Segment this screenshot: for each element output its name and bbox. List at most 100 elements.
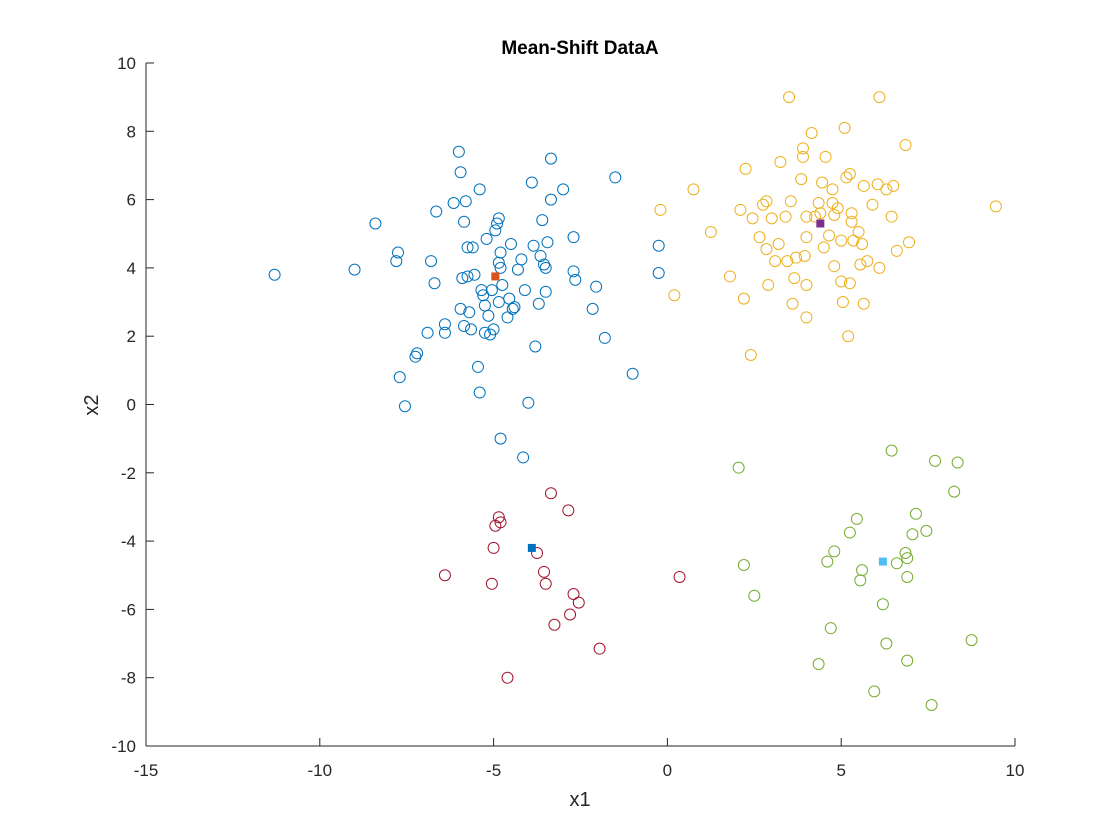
data-point — [626, 367, 639, 380]
data-point — [760, 243, 773, 256]
y-tick-label: -10 — [111, 737, 136, 756]
data-point — [788, 272, 801, 285]
y-tick-label: 4 — [127, 259, 136, 278]
data-point — [748, 589, 761, 602]
data-point — [989, 200, 1002, 213]
data-point — [857, 179, 870, 192]
data-point — [454, 166, 467, 179]
data-point — [492, 212, 505, 225]
data-point — [800, 278, 813, 291]
data-point — [925, 699, 938, 712]
data-point — [854, 258, 867, 271]
data-point — [461, 270, 474, 283]
data-point — [909, 507, 922, 520]
data-point — [508, 301, 521, 314]
data-point — [800, 231, 813, 244]
axis-ticks: -15 -10 -5 0 5 10 -10 -8 -6 -4 -2 0 2 4 6 8 10 — [111, 54, 1024, 780]
data-point — [428, 277, 441, 290]
data-point — [873, 91, 886, 104]
data-point — [901, 552, 914, 565]
x-tick-label: -15 — [134, 761, 159, 780]
data-point — [548, 618, 561, 631]
data-point — [466, 241, 479, 254]
data-point — [590, 280, 603, 293]
data-point — [593, 642, 606, 655]
centroid-marker — [527, 543, 536, 552]
data-point — [544, 193, 557, 206]
data-point — [465, 323, 478, 336]
data-point — [494, 246, 507, 259]
data-point — [598, 331, 611, 344]
data-point — [390, 255, 403, 268]
data-point — [760, 195, 773, 208]
data-point — [503, 292, 516, 305]
data-point — [494, 516, 507, 529]
data-point — [887, 179, 900, 192]
centroid-marker — [878, 557, 887, 566]
data-point — [857, 297, 870, 310]
data-point — [454, 302, 467, 315]
data-point — [796, 142, 809, 155]
data-point — [461, 241, 474, 254]
data-point — [739, 162, 752, 175]
data-point — [781, 255, 794, 268]
data-point — [824, 622, 837, 635]
series-2 — [654, 91, 1002, 361]
data-point — [847, 234, 860, 247]
data-point — [753, 231, 766, 244]
data-point — [737, 559, 750, 572]
y-tick-label: 0 — [127, 396, 136, 415]
data-point — [828, 260, 841, 273]
data-point — [458, 215, 471, 228]
data-point — [774, 156, 787, 169]
centroid-marker — [816, 219, 825, 228]
data-point — [734, 203, 747, 216]
data-point — [438, 326, 451, 339]
data-point — [819, 150, 832, 163]
data-point — [487, 541, 500, 554]
data-point — [539, 261, 552, 274]
data-point — [723, 270, 736, 283]
x-tick-label: 5 — [836, 761, 845, 780]
data-point — [668, 289, 681, 302]
data-point — [557, 183, 570, 196]
data-point — [836, 296, 849, 309]
data-point — [876, 598, 889, 611]
data-point — [673, 570, 686, 583]
data-point — [609, 171, 622, 184]
data-point — [527, 239, 540, 252]
data-point — [920, 524, 933, 537]
y-tick-label: -6 — [121, 600, 136, 619]
data-point — [475, 284, 488, 297]
data-point — [901, 570, 914, 583]
data-point — [842, 330, 855, 343]
data-point — [501, 311, 514, 324]
data-point — [835, 234, 848, 247]
data-point — [492, 296, 505, 309]
data-point — [654, 203, 667, 216]
data-point — [965, 634, 978, 647]
data-point — [501, 671, 514, 684]
data-point — [409, 350, 422, 363]
data-point — [866, 198, 879, 211]
data-point — [744, 348, 757, 361]
data-point — [586, 302, 599, 315]
data-point — [534, 249, 547, 262]
y-tick-label: 6 — [127, 191, 136, 210]
data-point — [769, 255, 782, 268]
data-point — [790, 251, 803, 264]
centroid-marker — [491, 272, 500, 281]
data-point — [835, 275, 848, 288]
y-tick-label: -2 — [121, 464, 136, 483]
data-point — [529, 340, 542, 353]
data-point — [687, 183, 700, 196]
data-point — [890, 244, 903, 257]
data-point — [489, 224, 502, 237]
data-point — [567, 231, 580, 244]
data-point — [861, 255, 874, 268]
data-point — [854, 574, 867, 587]
data-point — [821, 555, 834, 568]
data-point — [772, 237, 785, 250]
series-4 — [732, 444, 978, 712]
